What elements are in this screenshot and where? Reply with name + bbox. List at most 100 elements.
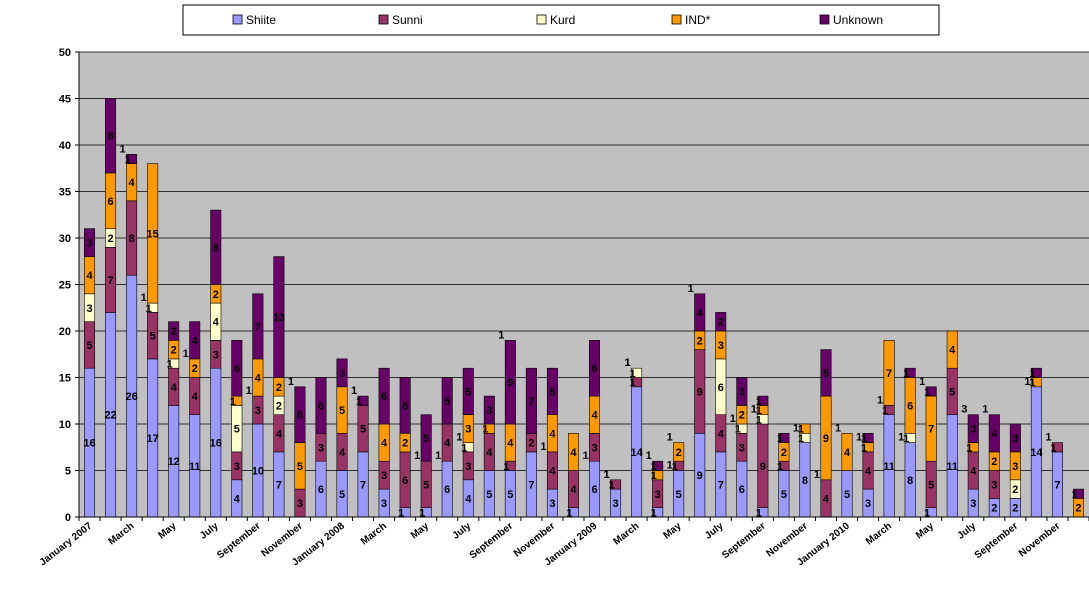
data-label: 3 [86,238,92,250]
data-label: 3 [234,461,240,473]
data-label-extra: 1 [414,450,420,462]
data-label: 8 [108,131,114,143]
data-label: 5 [86,340,92,352]
data-label: 1 [482,424,488,436]
y-tick-label: 20 [59,326,71,338]
data-label: 4 [213,317,220,329]
data-label: 6 [591,484,597,496]
bar-segment-unknown [462,367,474,416]
bar-segment-kurd [631,367,643,378]
bar-segment-unknown [736,377,748,406]
data-label: 5 [549,386,555,398]
data-label: 1 [651,507,657,519]
data-label-extra: 1 [604,469,610,481]
data-labels-layer: 1653432272682684117511512412211424163428… [83,131,1081,520]
data-label: 7 [276,479,282,491]
data-label: 16 [210,438,222,450]
bar-segment-unknown [252,293,264,360]
data-label: 1 [461,442,467,454]
bar-segment-sunni [1051,442,1063,453]
legend-box [182,4,940,36]
data-label: 1 [756,405,762,417]
data-label: 1 [125,154,131,166]
x-tick-label: November [1017,521,1062,560]
data-label: 7 [928,424,934,436]
data-label: 7 [360,479,366,491]
data-label: 15 [147,228,159,240]
data-label: 5 [444,396,450,408]
data-label: 5 [507,489,513,501]
bars-layer [84,98,1084,518]
legend-swatch [536,14,547,25]
bar-segment-unknown [546,367,558,416]
data-label-extra: 1 [498,329,504,341]
bar-segment-unknown [525,367,537,434]
data-label: 6 [381,391,387,403]
data-label: 7 [528,479,534,491]
data-label: 1 [756,414,762,426]
x-tick-label: July [956,520,979,541]
data-label: 5 [423,433,429,445]
data-label: 2 [739,410,745,422]
bar-segment-unknown [694,293,706,332]
data-label-extra: 1 [1024,376,1030,388]
data-label: 1 [672,461,678,473]
data-label: 2 [276,382,282,394]
data-label: 2 [213,289,219,301]
data-label-extra: 1 [688,283,694,295]
data-label: 4 [549,466,556,478]
data-label-extra: 1 [435,450,441,462]
x-tick-label: September [720,521,768,562]
legend-swatch [819,14,830,25]
bar-segment-unknown [1072,488,1084,499]
y-tick-label: 25 [59,280,71,292]
data-label: 3 [718,340,724,352]
data-label-extra: 1 [814,469,820,481]
data-label-extra: 1 [625,357,631,369]
bar-segment-unknown [589,339,601,397]
bar-segment-unknown [988,414,1000,453]
data-label: 5 [823,368,829,380]
data-label: 4 [823,493,830,505]
data-label: 2 [108,233,114,245]
data-label: 3 [381,498,387,510]
data-label-extra: 1 [1045,432,1051,444]
data-label: 2 [402,438,408,450]
data-label: 1 [503,461,509,473]
legend-label: Unknown [833,13,883,27]
data-label: 4 [192,391,199,403]
data-label: 9 [823,433,829,445]
data-label-extra: 1 [793,422,799,434]
bar-segment-unknown [168,321,180,341]
data-label: 3 [739,442,745,454]
bar-segment-unknown [210,209,222,285]
bar-segment-unknown [967,414,979,443]
data-label: 3 [739,386,745,398]
data-label: 3 [86,303,92,315]
data-label: 5 [676,489,682,501]
data-label: 3 [549,498,555,510]
data-label: 5 [339,405,345,417]
data-label: 4 [465,493,472,505]
data-label: 4 [697,307,704,319]
bar-segment-unknown [84,228,96,257]
data-label: 2 [676,447,682,459]
x-tick-label: March [106,521,136,548]
y-tick-label: 40 [59,140,71,152]
bar-segment-sunni [610,479,622,490]
data-label: 2 [781,447,787,459]
data-label: 2 [991,456,997,468]
data-label-extra: 1 [582,450,588,462]
data-label: 6 [444,484,450,496]
data-label: 1 [966,442,972,454]
legend: Shiite Sunni Kurd IND* Unknown [182,4,940,36]
bar-segment-unknown [294,386,306,443]
data-label: 1 [798,433,804,445]
bar-segment-ind [673,442,685,462]
x-tick-label: July [703,520,726,541]
data-label: 6 [907,400,913,412]
data-label: 13 [273,312,285,324]
data-label: 5 [297,461,303,473]
legend-label: Shiite [246,13,276,27]
